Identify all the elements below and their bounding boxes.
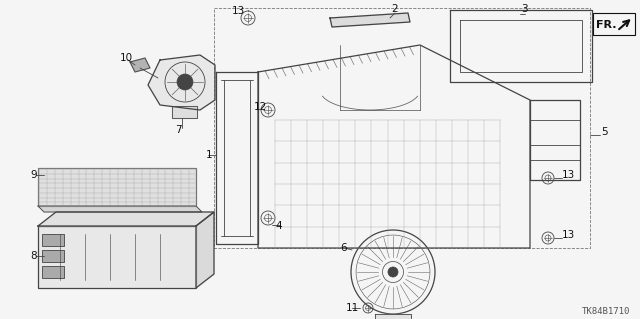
Polygon shape	[38, 206, 202, 212]
Text: 6: 6	[340, 243, 347, 253]
Text: 13: 13	[562, 170, 575, 180]
Bar	[593, 13, 635, 35]
Circle shape	[177, 74, 193, 90]
Polygon shape	[148, 55, 215, 110]
Bar	[42, 266, 64, 278]
Text: 2: 2	[391, 4, 397, 14]
Circle shape	[388, 267, 398, 277]
Text: 9: 9	[30, 170, 36, 180]
Text: 3: 3	[521, 4, 527, 14]
Polygon shape	[330, 13, 410, 27]
Text: 1: 1	[206, 150, 212, 160]
Text: 12: 12	[254, 102, 268, 112]
Polygon shape	[130, 58, 150, 72]
Text: 7: 7	[175, 125, 182, 135]
Polygon shape	[375, 314, 411, 319]
Text: 13: 13	[232, 6, 245, 16]
Polygon shape	[196, 212, 214, 288]
Bar	[42, 234, 64, 246]
Bar	[42, 250, 64, 262]
Text: FR.: FR.	[596, 20, 616, 30]
Text: 13: 13	[562, 230, 575, 240]
Bar	[38, 168, 196, 206]
Text: 10: 10	[120, 53, 133, 63]
Text: TK84B1710: TK84B1710	[582, 308, 630, 316]
Text: 11: 11	[346, 303, 359, 313]
Text: 8: 8	[30, 251, 36, 261]
Polygon shape	[38, 212, 214, 226]
Bar	[38, 226, 196, 288]
Text: 4: 4	[275, 221, 282, 231]
Text: 5: 5	[601, 127, 607, 137]
Polygon shape	[172, 106, 197, 118]
